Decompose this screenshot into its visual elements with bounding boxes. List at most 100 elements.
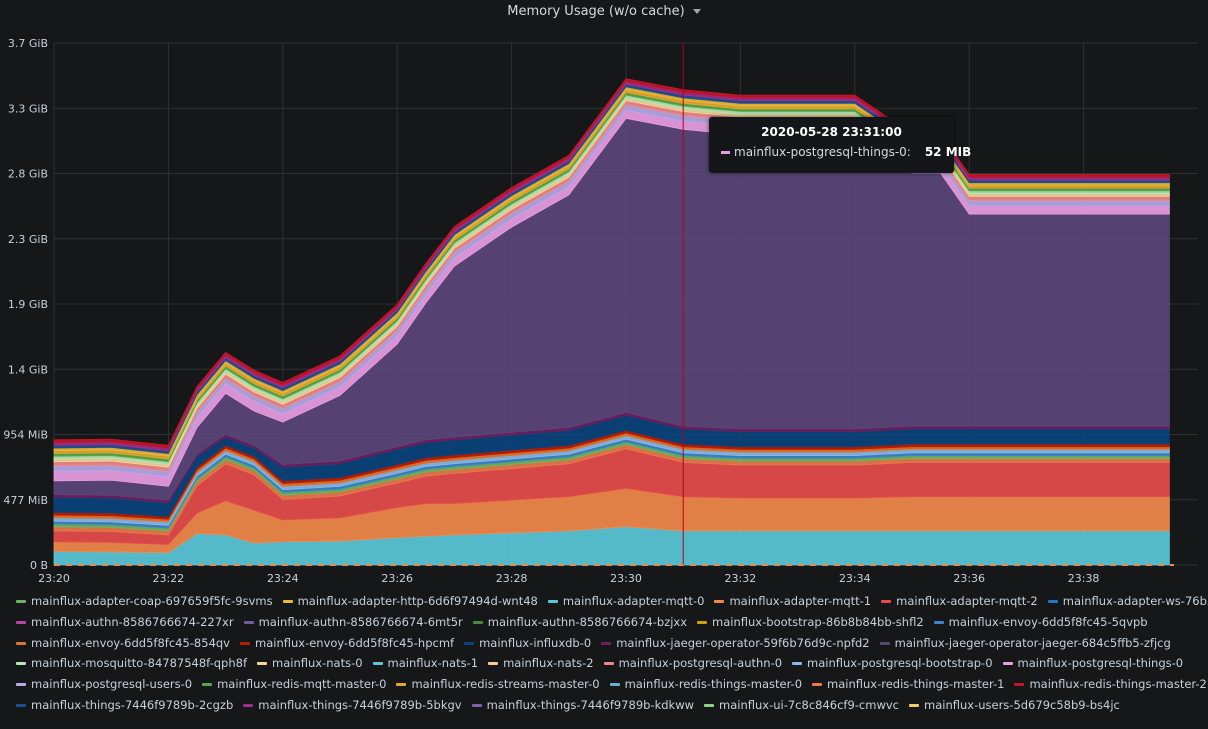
legend-item[interactable]: mainflux-influxdb-0: [464, 636, 591, 650]
legend-swatch: [16, 683, 26, 687]
legend-item[interactable]: mainflux-postgresql-users-0: [16, 677, 192, 691]
legend-item[interactable]: mainflux-envoy-6dd5f8fc45-5qvpb: [933, 614, 1148, 629]
legend-label: mainflux-influxdb-0: [479, 635, 592, 650]
x-tick-label: 23:26: [381, 572, 413, 585]
legend-label: mainflux-bootstrap-86b8b84bb-shfl2: [712, 614, 924, 629]
legend-item[interactable]: mainflux-adapter-mqtt-2: [881, 594, 1038, 608]
tooltip-value: 52 MIB: [924, 145, 972, 159]
legend-label: mainflux-jaeger-operator-59f6b76d9c-npfd…: [616, 635, 870, 650]
legend-row: mainflux-postgresql-users-0 mainflux-redi…: [16, 677, 1207, 698]
legend-label: mainflux-postgresql-bootstrap-0: [807, 656, 993, 671]
legend-item[interactable]: mainflux-envoy-6dd5f8fc45-hpcmf: [240, 636, 454, 650]
legend-swatch: [792, 662, 803, 666]
legend-item[interactable]: mainflux-postgresql-bootstrap-0: [792, 656, 993, 671]
legend-swatch: [488, 662, 499, 666]
legend-swatch: [472, 620, 483, 624]
legend-swatch: [16, 620, 26, 624]
legend-swatch: [202, 683, 213, 687]
legend-label: mainflux-redis-things-master-0: [624, 677, 803, 692]
legend-swatch: [16, 662, 26, 666]
tooltip-series-name: mainflux-postgresql-things-0:: [734, 145, 911, 159]
legend-swatch: [16, 703, 26, 707]
legend-item[interactable]: mainflux-redis-streams-master-0: [396, 677, 600, 691]
chevron-down-icon: [692, 9, 701, 14]
legend-item[interactable]: mainflux-postgresql-things-0: [1002, 656, 1183, 670]
legend-label: mainflux-adapter-http-6d6f97494d-wnt48: [297, 594, 538, 608]
legend-label: mainflux-authn-8586766674-6mt5r: [258, 614, 463, 629]
legend-item[interactable]: mainflux-users-5d679c58b9-bs4jc: [909, 698, 1120, 712]
legend-swatch: [603, 662, 614, 666]
legend-item[interactable]: mainflux-adapter-mqtt-1: [714, 594, 871, 608]
legend-item[interactable]: mainflux-jaeger-operator-59f6b76d9c-npfd…: [601, 635, 870, 650]
legend-swatch: [881, 600, 892, 603]
legend-item[interactable]: mainflux-mosquitto-84787548f-qph8f: [16, 656, 247, 670]
legend-swatch: [257, 662, 268, 666]
tooltip-row: mainflux-postgresql-things-0: 52 MIB: [709, 145, 971, 159]
legend-label: mainflux-postgresql-authn-0: [618, 656, 783, 671]
legend-item[interactable]: mainflux-adapter-ws-76b546f78d-4s5h8: [1047, 594, 1208, 608]
legend-item[interactable]: mainflux-redis-things-master-2: [1014, 677, 1207, 692]
legend-item[interactable]: mainflux-adapter-http-6d6f97494d-wnt48: [282, 594, 538, 608]
legend-swatch: [240, 641, 250, 645]
legend-item[interactable]: mainflux-things-7446f9789b-kdkww: [471, 697, 695, 712]
legend-item[interactable]: mainflux-redis-things-master-1: [812, 677, 1004, 691]
y-tick-label: 3.3 GiB: [8, 102, 48, 115]
legend-row: mainflux-authn-8586766674-227xr mainflux-…: [16, 615, 1206, 636]
legend-swatch: [282, 600, 293, 603]
legend-label: mainflux-users-5d679c58b9-bs4jc: [924, 697, 1120, 712]
legend-swatch: [471, 703, 482, 707]
legend-row: mainflux-adapter-coap-697659f5fc-9svms ma…: [16, 594, 1208, 615]
hover-tooltip: 2020-05-28 23:31:00 mainflux-postgresql-…: [709, 117, 971, 173]
legend-label: mainflux-redis-things-master-2: [1029, 677, 1207, 692]
y-tick-label: 954 MiB: [3, 429, 48, 442]
x-tick-label: 23:32: [725, 572, 757, 585]
legend-swatch: [372, 662, 383, 666]
legend-item[interactable]: mainflux-adapter-mqtt-0: [547, 594, 705, 608]
legend-label: mainflux-things-7446f9789b-2cgzb: [31, 697, 234, 712]
legend-item[interactable]: mainflux-things-7446f9789b-5bkgv: [243, 698, 462, 712]
legend-item[interactable]: mainflux-postgresql-authn-0: [603, 656, 783, 671]
legend-swatch: [16, 641, 26, 645]
panel-title-menu[interactable]: Memory Usage (w/o cache): [507, 4, 701, 19]
legend-label: mainflux-adapter-mqtt-0: [562, 594, 705, 608]
x-tick-label: 23:30: [610, 572, 642, 585]
legend-label: mainflux-nats-1: [387, 656, 479, 671]
legend-item[interactable]: mainflux-jaeger-operator-jaeger-684c5ffb…: [879, 635, 1171, 650]
legend-swatch: [879, 641, 890, 645]
legend-swatch: [1047, 600, 1058, 603]
legend-item[interactable]: mainflux-authn-8586766674-227xr: [16, 615, 234, 629]
tooltip-series-swatch: [721, 151, 730, 154]
x-tick-label: 23:22: [153, 572, 185, 585]
legend-item[interactable]: mainflux-authn-8586766674-6mt5r: [243, 614, 463, 629]
legend-item[interactable]: mainflux-adapter-coap-697659f5fc-9svms: [16, 594, 273, 608]
y-tick-label: 1.4 GiB: [8, 363, 48, 376]
legend-item[interactable]: mainflux-nats-2: [488, 656, 594, 670]
legend-item[interactable]: mainflux-bootstrap-86b8b84bb-shfl2: [697, 615, 924, 629]
legend-row: mainflux-envoy-6dd5f8fc45-854qv mainflux-…: [16, 636, 1206, 657]
legend-swatch: [243, 703, 254, 707]
legend-item[interactable]: mainflux-ui-7c8c846cf9-cmwvc: [704, 698, 899, 712]
legend-swatch: [697, 620, 708, 624]
memory-usage-chart[interactable]: 0 B 477 MiB 954 MiB 1.4 GiB 1.9 GiB 2.3 GiB 2.…: [0, 0, 1208, 590]
legend-item[interactable]: mainflux-redis-things-master-0: [609, 677, 803, 692]
legend-label: mainflux-jaeger-operator-jaeger-684c5ffb…: [894, 635, 1171, 650]
tooltip-time: 2020-05-28 23:31:00: [761, 125, 902, 139]
x-tick-label: 23:20: [38, 572, 70, 585]
legend-item[interactable]: mainflux-nats-0: [257, 656, 363, 670]
stacked-areas: [53, 78, 1170, 566]
legend-item[interactable]: mainflux-authn-8586766674-bzjxx: [472, 615, 687, 629]
legend-label: mainflux-envoy-6dd5f8fc45-5qvpb: [948, 614, 1148, 629]
legend-swatch: [933, 620, 944, 624]
legend-item[interactable]: mainflux-things-7446f9789b-2cgzb: [16, 698, 233, 712]
legend-row: mainflux-mosquitto-84787548f-qph8f mainfl…: [16, 656, 1206, 677]
legend-swatch: [601, 641, 612, 645]
legend-label: mainflux-things-7446f9789b-kdkww: [486, 697, 695, 712]
legend-item[interactable]: mainflux-envoy-6dd5f8fc45-854qv: [16, 636, 230, 650]
legend-swatch: [16, 600, 26, 603]
legend-label: mainflux-adapter-ws-76b546f78d-4s5h8: [1062, 594, 1208, 608]
legend-item[interactable]: mainflux-nats-1: [372, 656, 479, 671]
legend-item[interactable]: mainflux-redis-mqtt-master-0: [202, 677, 386, 691]
legend-label: mainflux-redis-things-master-1: [827, 677, 1005, 692]
legend-label: mainflux-mosquitto-84787548f-qph8f: [31, 656, 248, 671]
legend-row: mainflux-things-7446f9789b-2cgzb mainflux…: [16, 698, 1206, 719]
